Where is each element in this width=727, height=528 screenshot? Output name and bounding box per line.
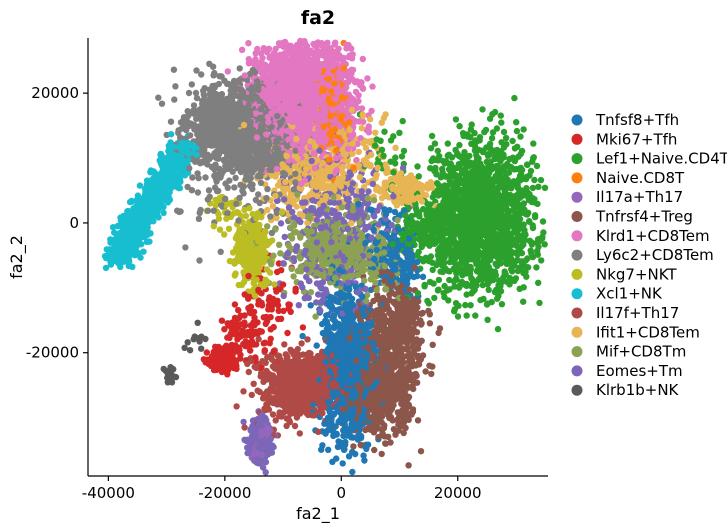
data-point-lef1-naive-cd4t — [427, 165, 434, 172]
data-point-lef1-naive-cd4t — [408, 212, 415, 220]
data-point-nkg7-nkt — [212, 202, 219, 209]
data-point-mki67-tfh — [267, 326, 274, 333]
data-point-lef1-naive-cd4t — [511, 94, 518, 102]
data-point-il17f-th17 — [255, 335, 262, 343]
data-point-ly6c2-cd8tem — [170, 66, 178, 73]
data-point-lef1-naive-cd4t — [427, 145, 435, 152]
data-point-il17f-th17 — [281, 341, 288, 348]
data-point-il17f-th17 — [296, 430, 303, 437]
data-point-lef1-naive-cd4t — [491, 108, 499, 116]
data-point-lef1-naive-cd4t — [540, 229, 547, 236]
data-point-lef1-naive-cd4t — [509, 137, 516, 145]
data-point-tnfrsf4-treg — [392, 431, 399, 438]
data-point-mki67-tfh — [218, 317, 226, 324]
data-point-lef1-naive-cd4t — [494, 325, 502, 333]
data-point-mki67-tfh — [203, 349, 210, 356]
data-point-eomes-tm — [277, 220, 285, 227]
data-point-mif-cd8tm — [276, 241, 283, 248]
data-point-lef1-naive-cd4t — [462, 301, 469, 309]
data-point-lef1-naive-cd4t — [467, 302, 474, 309]
data-point-lef1-naive-cd4t — [541, 241, 548, 248]
data-point-ifit1-cd8tem — [293, 203, 300, 210]
data-point-lef1-naive-cd4t — [520, 126, 527, 133]
data-point-ly6c2-cd8tem — [255, 191, 262, 198]
data-point-tnfrsf4-treg — [417, 448, 425, 455]
data-point-lef1-naive-cd4t — [516, 285, 523, 292]
data-point-ly6c2-cd8tem — [158, 100, 166, 107]
data-point-ly6c2-cd8tem — [193, 94, 201, 102]
data-point-nkg7-nkt — [225, 225, 233, 232]
data-point-mif-cd8tm — [288, 235, 296, 242]
data-point-tnfrsf4-treg — [390, 426, 398, 433]
data-point-ifit1-cd8tem — [392, 144, 399, 151]
data-point-ifit1-cd8tem — [382, 111, 389, 118]
data-point-lef1-naive-cd4t — [396, 129, 403, 136]
data-point-ly6c2-cd8tem — [205, 187, 213, 194]
data-point-tnfsf8-tfh — [349, 468, 356, 476]
data-point-lef1-naive-cd4t — [482, 126, 490, 134]
data-point-tnfsf8-tfh — [313, 342, 320, 349]
data-point-nkg7-nkt — [210, 223, 217, 230]
data-point-lef1-naive-cd4t — [434, 147, 441, 155]
data-point-klrd1-cd8tem — [364, 75, 371, 82]
chart-title: fa2 — [301, 7, 335, 29]
data-point-lef1-naive-cd4t — [498, 301, 506, 308]
data-point-klrb1b-nk — [194, 319, 201, 326]
data-point-klrd1-cd8tem — [369, 83, 376, 90]
data-point-lef1-naive-cd4t — [463, 312, 470, 319]
data-point-eomes-tm — [240, 418, 247, 426]
data-point-ly6c2-cd8tem — [172, 83, 179, 90]
data-point-ly6c2-cd8tem — [188, 81, 195, 88]
data-point-lef1-naive-cd4t — [531, 212, 539, 219]
data-point-mki67-tfh — [284, 329, 291, 337]
data-point-ly6c2-cd8tem — [171, 96, 178, 103]
data-point-mif-cd8tm — [290, 273, 297, 280]
data-point-tnfsf8-tfh — [352, 450, 359, 458]
data-point-il17f-th17 — [241, 424, 248, 431]
data-point-mki67-tfh — [299, 324, 307, 331]
data-point-ifit1-cd8tem — [372, 129, 379, 136]
data-point-lef1-naive-cd4t — [500, 128, 508, 136]
data-point-il17f-th17 — [240, 388, 247, 395]
data-point-mki67-tfh — [279, 281, 287, 288]
data-point-klrd1-cd8tem — [368, 107, 375, 115]
data-point-klrd1-cd8tem — [245, 40, 252, 47]
data-point-lef1-naive-cd4t — [502, 134, 510, 142]
data-point-mif-cd8tm — [370, 197, 378, 204]
data-point-nkg7-nkt — [221, 231, 228, 238]
data-point-ly6c2-cd8tem — [232, 174, 239, 182]
data-point-lef1-naive-cd4t — [421, 281, 428, 289]
data-point-lef1-naive-cd4t — [399, 117, 406, 125]
data-point-il17f-th17 — [245, 368, 252, 376]
data-point-ly6c2-cd8tem — [196, 257, 203, 264]
data-point-lef1-naive-cd4t — [513, 127, 521, 135]
data-point-lef1-naive-cd4t — [498, 119, 505, 126]
data-point-mki67-tfh — [231, 301, 239, 308]
data-point-lef1-naive-cd4t — [400, 147, 408, 155]
data-point-ly6c2-cd8tem — [236, 65, 243, 72]
data-point-tnfrsf4-treg — [405, 462, 412, 469]
data-point-tnfrsf4-treg — [400, 429, 407, 437]
data-point-ly6c2-cd8tem — [167, 118, 175, 125]
data-point-lef1-naive-cd4t — [428, 132, 436, 140]
data-point-tnfrsf4-treg — [414, 417, 422, 424]
data-point-il17f-th17 — [272, 417, 279, 424]
data-points — [101, 37, 549, 476]
data-point-ly6c2-cd8tem — [195, 215, 203, 222]
data-point-mki67-tfh — [285, 301, 292, 308]
data-point-lef1-naive-cd4t — [514, 143, 521, 150]
data-point-ly6c2-cd8tem — [185, 89, 193, 97]
data-point-lef1-naive-cd4t — [429, 266, 436, 273]
data-point-lef1-naive-cd4t — [454, 313, 462, 320]
data-point-il17f-th17 — [256, 388, 263, 396]
data-point-lef1-naive-cd4t — [424, 200, 431, 208]
data-point-klrd1-cd8tem — [224, 68, 231, 75]
data-point-lef1-naive-cd4t — [431, 294, 438, 302]
